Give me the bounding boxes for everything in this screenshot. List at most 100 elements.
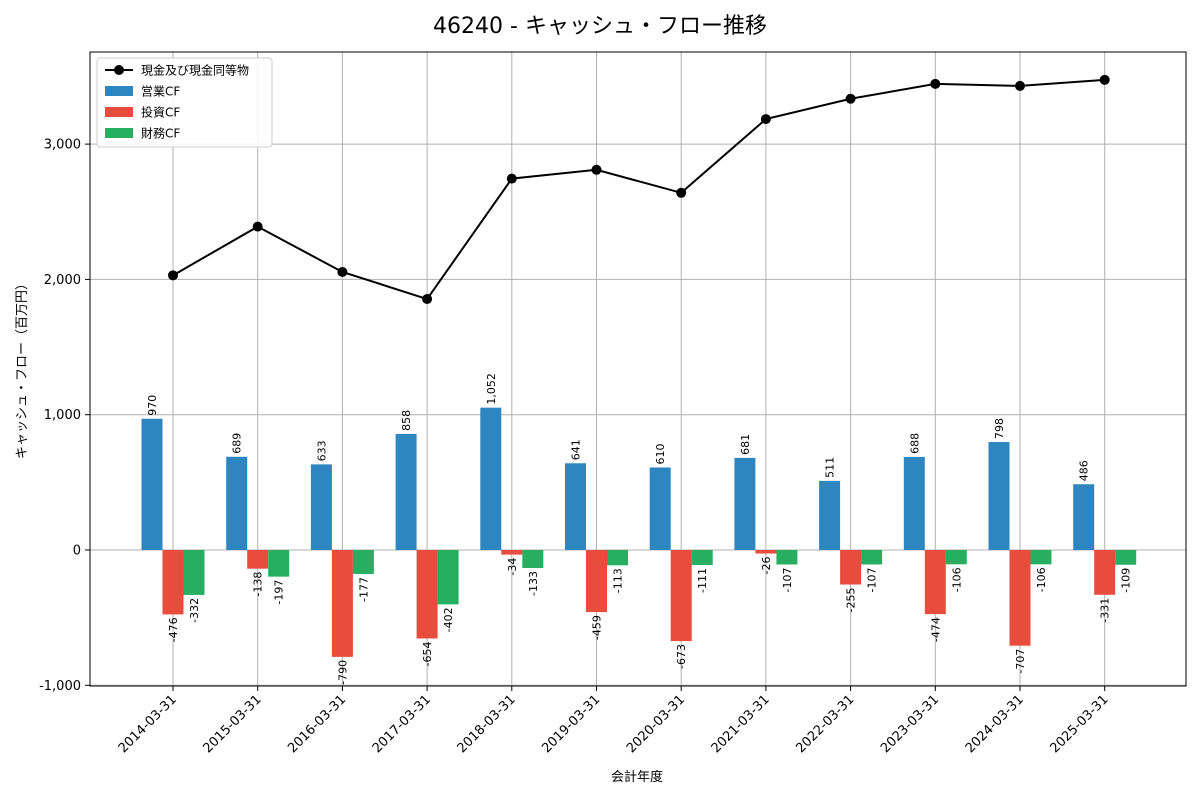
x-tick-label: 2019-03-31 bbox=[539, 692, 603, 756]
bar bbox=[691, 550, 713, 566]
legend-label: 投資CF bbox=[141, 105, 180, 120]
x-tick-label: 2024-03-31 bbox=[963, 692, 1027, 756]
bar-value-label: -133 bbox=[527, 571, 540, 596]
bar-value-label: -476 bbox=[167, 617, 180, 642]
y-tick-label: 2,000 bbox=[44, 273, 81, 288]
cash-point bbox=[930, 78, 941, 89]
bar bbox=[437, 550, 459, 605]
bar-value-label: -109 bbox=[1120, 568, 1133, 593]
bar bbox=[903, 456, 925, 550]
legend-label: 財務CF bbox=[141, 126, 180, 141]
bar bbox=[183, 550, 205, 595]
cash-point bbox=[760, 114, 771, 125]
bar-value-label: 798 bbox=[993, 418, 1006, 439]
bar-value-label: -111 bbox=[696, 568, 709, 593]
cash-point bbox=[676, 187, 687, 198]
cash-point bbox=[1015, 80, 1025, 91]
bar-value-label: -332 bbox=[188, 598, 201, 623]
legend-label: 現金及び現金同等物 bbox=[141, 63, 249, 78]
axes-layer bbox=[85, 51, 1187, 691]
bar bbox=[755, 550, 777, 554]
labels-layer: -1,000 0 1,000 2,000 3,000 2014-03-31 2015-03-… bbox=[39, 138, 1133, 757]
bar bbox=[819, 480, 841, 550]
bar-value-label: -654 bbox=[421, 641, 434, 666]
bar bbox=[226, 456, 248, 550]
cash-point bbox=[168, 270, 178, 281]
bar bbox=[924, 550, 946, 615]
bar-value-label: -197 bbox=[273, 580, 286, 605]
bar-value-label: 858 bbox=[400, 410, 413, 431]
cash-point bbox=[1099, 74, 1110, 85]
bar bbox=[416, 550, 438, 639]
x-axis-label: 会計年度 bbox=[611, 769, 663, 785]
bar-value-label: -707 bbox=[1014, 649, 1027, 674]
legend-bar-swatch bbox=[105, 107, 133, 117]
bar bbox=[734, 457, 756, 550]
bar bbox=[268, 550, 290, 577]
x-tick-label: 2023-03-31 bbox=[878, 692, 942, 756]
bar bbox=[649, 467, 671, 550]
bar-value-label: -113 bbox=[612, 568, 625, 593]
bar bbox=[352, 550, 374, 574]
bar-value-label: 641 bbox=[570, 439, 583, 460]
bar-value-label: -177 bbox=[357, 577, 370, 602]
y-tick-label: 0 bbox=[73, 544, 81, 559]
y-tick-label: 3,000 bbox=[44, 138, 81, 153]
x-tick-label: 2016-03-31 bbox=[285, 692, 349, 756]
bar bbox=[861, 550, 883, 565]
legend-marker bbox=[114, 65, 124, 75]
y-tick-label: 1,000 bbox=[44, 408, 81, 423]
bar-value-label: 689 bbox=[231, 433, 244, 454]
bar bbox=[480, 407, 502, 550]
x-tick-label: 2014-03-31 bbox=[116, 692, 180, 756]
x-tick-label: 2020-03-31 bbox=[624, 692, 688, 756]
cash-point bbox=[845, 93, 856, 104]
plot-frame bbox=[89, 51, 1187, 687]
cash-line bbox=[172, 78, 1105, 301]
bar-value-label: -255 bbox=[845, 588, 858, 613]
bar-value-label: -34 bbox=[506, 558, 519, 576]
chart-title: 46240 - キャッシュ・フロー推移 bbox=[433, 14, 767, 39]
x-tick-label: 2025-03-31 bbox=[1047, 692, 1111, 756]
bar bbox=[501, 550, 523, 555]
bar-value-label: -331 bbox=[1099, 598, 1112, 623]
bar bbox=[310, 464, 332, 550]
legend-box bbox=[96, 57, 273, 148]
bar-value-label: -790 bbox=[336, 660, 349, 685]
bar bbox=[1009, 550, 1031, 646]
bar-value-label: 486 bbox=[1078, 460, 1091, 481]
bar-value-label: -26 bbox=[760, 557, 773, 575]
bar-value-label: 1,052 bbox=[485, 373, 498, 405]
bar bbox=[586, 550, 607, 613]
bar bbox=[776, 550, 798, 565]
bar-value-label: -106 bbox=[1035, 567, 1048, 592]
bar-value-label: 633 bbox=[315, 440, 328, 461]
bar-value-label: -402 bbox=[442, 607, 455, 632]
bar bbox=[988, 442, 1010, 550]
x-tick-label: 2021-03-31 bbox=[709, 692, 773, 756]
x-tick-label: 2022-03-31 bbox=[793, 692, 857, 756]
bars-layer bbox=[141, 407, 1137, 657]
cash-point bbox=[422, 294, 433, 305]
legend-bar-swatch bbox=[105, 128, 133, 138]
bar bbox=[395, 433, 417, 550]
bar bbox=[162, 550, 184, 615]
cash-point bbox=[337, 266, 348, 277]
bar bbox=[1073, 484, 1095, 550]
line-layer bbox=[168, 74, 1110, 305]
bar bbox=[670, 550, 692, 642]
bar-value-label: -107 bbox=[866, 567, 879, 592]
bar-value-label: -459 bbox=[591, 615, 604, 640]
cash-point bbox=[506, 173, 517, 184]
x-tick-label: 2018-03-31 bbox=[455, 692, 519, 756]
bar bbox=[522, 550, 544, 568]
bar-value-label: -474 bbox=[929, 617, 942, 642]
bar-value-label: 610 bbox=[654, 443, 667, 464]
cash-point bbox=[591, 164, 602, 175]
legend-bar-swatch bbox=[105, 86, 133, 96]
bar-value-label: 970 bbox=[146, 395, 159, 416]
bar-value-label: -673 bbox=[675, 644, 688, 669]
